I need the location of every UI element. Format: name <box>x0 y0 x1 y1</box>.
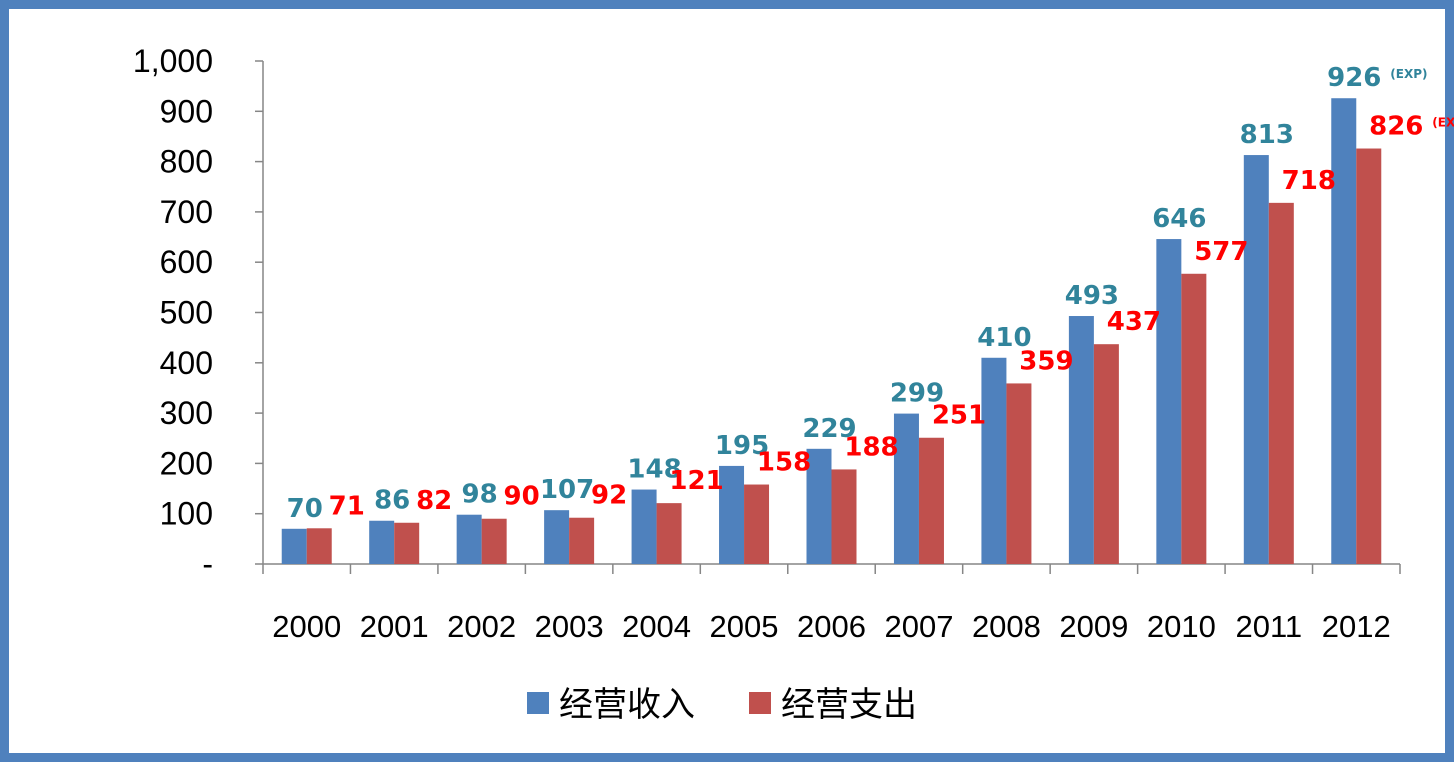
bar <box>306 528 332 564</box>
bar <box>456 514 482 564</box>
x-tick-label: 2010 <box>1147 609 1216 644</box>
bar <box>1243 155 1269 564</box>
data-label: 299 <box>890 379 944 409</box>
data-label: 826 <box>1369 112 1423 142</box>
data-label: 646 <box>1152 204 1206 234</box>
data-label: 251 <box>932 401 986 431</box>
bar <box>1006 383 1032 564</box>
bar <box>1181 273 1207 564</box>
data-label: 718 <box>1282 166 1336 196</box>
data-label: 92 <box>591 481 627 511</box>
x-tick-label: 2000 <box>272 609 341 644</box>
data-label: 410 <box>977 323 1031 353</box>
x-tick-label: 2003 <box>535 609 604 644</box>
y-tick-label: 900 <box>160 93 213 129</box>
legend-label: 经营支出 <box>781 685 917 725</box>
y-tick-label: 1,000 <box>133 43 213 79</box>
data-label: 71 <box>329 491 365 521</box>
data-label: 188 <box>844 432 898 462</box>
data-label: 86 <box>374 486 410 516</box>
data-label: 437 <box>1107 307 1161 337</box>
y-tick-label: - <box>202 546 213 582</box>
legend-swatch <box>749 692 771 714</box>
bar <box>569 517 595 564</box>
y-tick-label: 500 <box>160 295 213 331</box>
bar <box>481 518 507 564</box>
bar <box>1068 316 1094 564</box>
chart-bars <box>281 98 1382 565</box>
y-tick-label: 200 <box>160 445 213 481</box>
x-tick-label: 2004 <box>622 609 691 644</box>
y-tick-label: 700 <box>160 194 213 230</box>
bar <box>1268 202 1294 564</box>
x-tick-label: 2008 <box>972 609 1041 644</box>
data-label: 195 <box>715 431 769 461</box>
bar <box>631 489 657 564</box>
annotation-label: (EXP) <box>1390 67 1427 81</box>
x-tick-label: 2006 <box>797 609 866 644</box>
x-tick-label: 2005 <box>710 609 779 644</box>
bar <box>1356 148 1382 564</box>
data-label: 107 <box>540 475 594 505</box>
data-label: 121 <box>669 466 723 496</box>
bar <box>918 437 944 564</box>
data-label: 148 <box>627 455 681 485</box>
data-label: 359 <box>1019 346 1073 376</box>
bar <box>831 469 857 564</box>
data-label: 70 <box>287 494 323 524</box>
bar <box>1156 239 1182 564</box>
data-label: 493 <box>1065 281 1119 311</box>
legend-swatch <box>527 692 549 714</box>
y-tick-label: 800 <box>160 144 213 180</box>
chart-axes: - 100 200 300 400 500 600 700 800 900 1,000 2000 200… <box>133 43 1401 644</box>
x-tick-label: 2011 <box>1235 609 1302 644</box>
y-tick-label: 300 <box>160 395 213 431</box>
y-tick-label: 400 <box>160 345 213 381</box>
bar <box>981 357 1007 564</box>
bar <box>656 503 682 564</box>
x-tick-label: 2007 <box>884 609 953 644</box>
bar <box>744 484 770 564</box>
chart-legend: 经营收入 经营支出 <box>527 685 917 725</box>
bar <box>369 520 395 564</box>
bar <box>394 522 420 564</box>
data-label: 90 <box>504 482 540 512</box>
bar <box>719 465 745 564</box>
bar <box>1331 98 1357 565</box>
y-tick-label: 100 <box>160 496 213 532</box>
data-label: 577 <box>1194 237 1248 267</box>
data-label: 229 <box>802 414 856 444</box>
y-tick-label: 600 <box>160 244 213 280</box>
data-label: 813 <box>1240 120 1294 150</box>
x-tick-label: 2009 <box>1059 609 1128 644</box>
bar <box>1093 344 1119 564</box>
x-tick-label: 2002 <box>447 609 516 644</box>
legend-label: 经营收入 <box>559 685 695 725</box>
bar <box>806 448 832 564</box>
x-tick-label: 2012 <box>1322 609 1391 644</box>
bar <box>893 413 919 564</box>
data-label: 926 <box>1327 63 1381 93</box>
data-label: 82 <box>416 486 452 516</box>
bar <box>281 528 307 564</box>
data-label: 158 <box>757 448 811 478</box>
data-label: 98 <box>462 480 498 510</box>
annotation-label: (EXP) <box>1432 116 1454 130</box>
bar <box>544 510 570 564</box>
x-tick-label: 2001 <box>360 609 429 644</box>
